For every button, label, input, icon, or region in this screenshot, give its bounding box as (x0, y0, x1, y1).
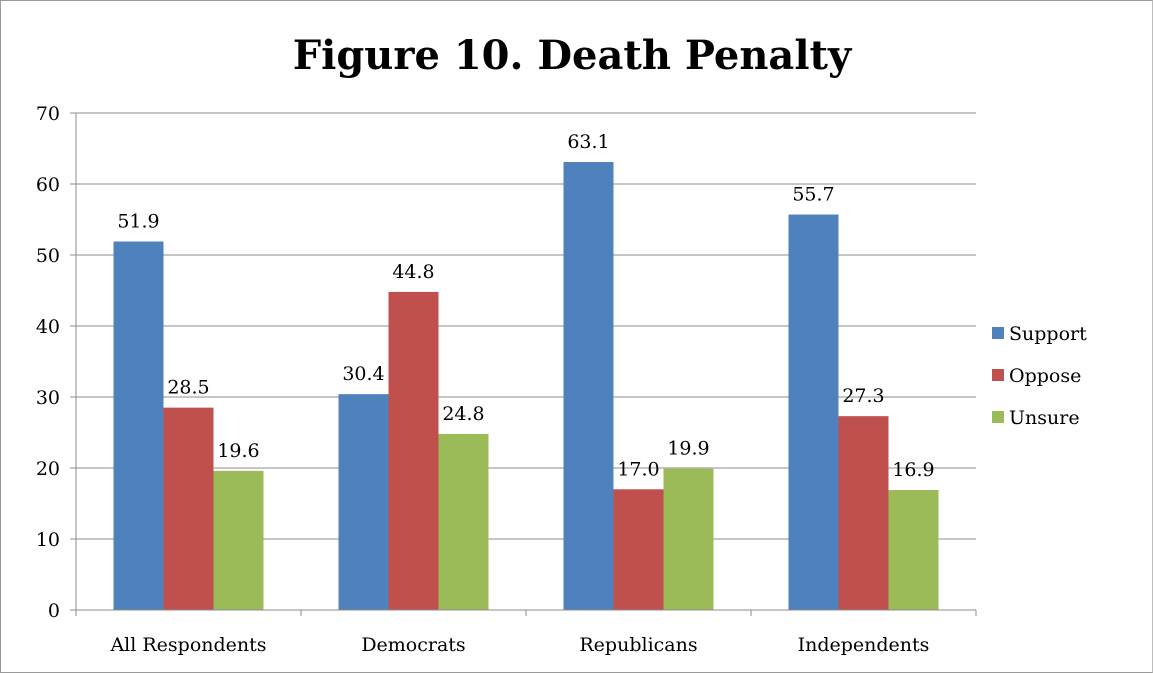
legend-label-oppose: Oppose (1009, 365, 1081, 387)
axes (75, 113, 977, 616)
y-tick-label: 50 (36, 245, 60, 267)
bars (113, 161, 939, 611)
data-label: 55.7 (792, 184, 834, 206)
legend-label-unsure: Unsure (1009, 407, 1080, 429)
data-label: 19.9 (667, 438, 709, 460)
bar-support (788, 214, 839, 610)
y-tick-label: 60 (36, 174, 60, 196)
data-label: 27.3 (842, 385, 884, 407)
category-label: All Respondents (109, 634, 266, 656)
y-tick-label: 40 (36, 316, 60, 338)
y-tick-label: 30 (36, 387, 60, 409)
legend-swatch-unsure (992, 411, 1004, 423)
bar-unsure (213, 470, 264, 610)
data-label: 51.9 (117, 211, 159, 233)
bar-unsure (438, 433, 489, 610)
legend-label-support: Support (1009, 323, 1087, 345)
bar-oppose (613, 489, 664, 610)
data-label: 44.8 (392, 261, 434, 283)
chart-title: Figure 10. Death Penalty (293, 32, 853, 79)
y-tick-label: 0 (48, 600, 60, 622)
bar-oppose (163, 407, 214, 610)
bar-unsure (888, 490, 939, 610)
y-tick-label: 70 (36, 103, 60, 125)
bar-support (338, 394, 389, 610)
data-label: 30.4 (342, 363, 384, 385)
data-label: 19.6 (217, 440, 259, 462)
category-label: Republicans (579, 634, 697, 656)
y-axis-tick-labels: 0 10 20 30 40 50 60 70 (36, 103, 60, 622)
bar-support (113, 241, 164, 610)
legend: Support Oppose Unsure (992, 323, 1087, 429)
bar-oppose (388, 291, 439, 610)
x-axis-category-labels: All Respondents Democrats Republicans Indep… (109, 634, 929, 656)
category-label: Independents (798, 634, 930, 656)
data-label: 28.5 (167, 377, 209, 399)
y-tick-label: 20 (36, 458, 60, 480)
data-label: 24.8 (442, 403, 484, 425)
data-label: 17.0 (617, 458, 659, 480)
data-labels: 51.9 28.5 19.6 30.4 44.8 24.8 63.1 17.0 19.9 55.7… (117, 131, 934, 481)
legend-swatch-oppose (992, 369, 1004, 381)
y-tick-label: 10 (36, 529, 60, 551)
bar-oppose (838, 416, 889, 610)
legend-swatch-support (992, 327, 1004, 339)
data-label: 16.9 (892, 459, 934, 481)
bar-unsure (663, 468, 714, 610)
bar-support (563, 161, 614, 611)
data-label: 63.1 (567, 131, 609, 153)
category-label: Democrats (361, 634, 465, 656)
